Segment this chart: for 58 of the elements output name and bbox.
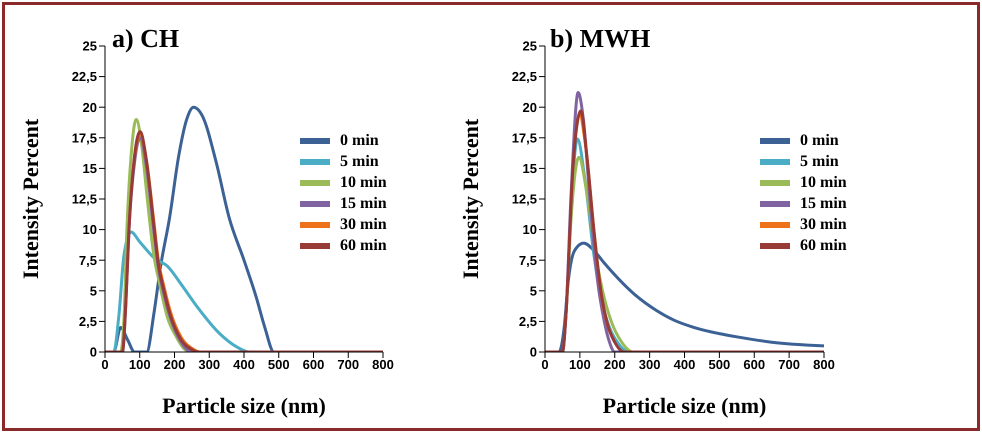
x-tick-label: 700: [778, 357, 800, 372]
legend-label: 15 min: [800, 194, 847, 212]
x-tick-label: 500: [708, 357, 730, 372]
y-tick-label: 20: [82, 100, 97, 115]
legend-label: 0 min: [800, 132, 839, 150]
y-tick-label: 7,5: [78, 252, 97, 268]
x-tick-label: 200: [164, 357, 186, 372]
y-tick-label: 22,5: [72, 69, 97, 84]
x-tick-label: 100: [569, 357, 591, 372]
y-tick-label: 0: [530, 344, 537, 360]
y-axis-title: Intensity Percent: [18, 118, 43, 280]
y-tick-label: 15: [82, 161, 97, 176]
y-tick-label: 10: [82, 222, 97, 238]
y-tick-label: 20: [522, 100, 537, 115]
chart-title: a) CH: [112, 24, 180, 54]
x-tick-label: 600: [302, 357, 324, 372]
legend-label: 60 min: [800, 236, 847, 254]
legend-label: 60 min: [340, 236, 387, 254]
y-tick-label: 25: [522, 38, 537, 54]
y-tick-label: 2,5: [78, 314, 97, 330]
y-tick-label: 22,5: [512, 69, 537, 84]
y-tick-label: 17,5: [512, 130, 537, 146]
y-tick-label: 7,5: [518, 252, 537, 268]
x-tick-label: 100: [128, 357, 151, 372]
y-tick-label: 12,5: [512, 192, 537, 207]
x-tick-label: 200: [604, 357, 626, 372]
y-axis-title: Intensity Percent: [458, 118, 483, 280]
y-tick-label: 15: [522, 161, 537, 176]
x-tick-label: 500: [268, 357, 290, 372]
legend-label: 10 min: [340, 174, 387, 192]
y-tick-label: 5: [90, 283, 97, 298]
legend-label: 10 min: [800, 174, 847, 192]
legend-label: 5 min: [800, 152, 839, 170]
y-tick-label: 5: [530, 283, 537, 298]
x-tick-label: 400: [233, 357, 255, 372]
x-tick-label: 700: [337, 357, 360, 372]
x-tick-label: 300: [198, 357, 220, 372]
x-axis-title: Particle size (nm): [162, 393, 326, 418]
x-tick-label: 400: [674, 357, 696, 372]
x-tick-label: 800: [813, 357, 835, 372]
x-tick-label: 600: [743, 357, 766, 372]
y-tick-label: 12,5: [72, 192, 97, 207]
legend-label: 30 min: [800, 216, 847, 234]
y-tick-label: 17,5: [72, 130, 97, 146]
legend-label: 0 min: [340, 132, 379, 150]
x-axis-title: Particle size (nm): [602, 393, 766, 418]
x-tick-label: 300: [638, 357, 660, 372]
y-tick-label: 10: [522, 222, 537, 238]
legend-label: 30 min: [340, 216, 387, 234]
x-tick-label: 0: [101, 357, 109, 372]
x-tick-label: 0: [541, 357, 549, 372]
y-tick-label: 2,5: [518, 314, 537, 330]
y-tick-label: 25: [82, 38, 97, 54]
legend-label: 15 min: [340, 194, 387, 212]
y-tick-label: 0: [90, 344, 97, 360]
legend-label: 5 min: [340, 152, 379, 170]
chart-title: b) MWH: [550, 24, 650, 54]
x-tick-label: 800: [372, 357, 394, 372]
